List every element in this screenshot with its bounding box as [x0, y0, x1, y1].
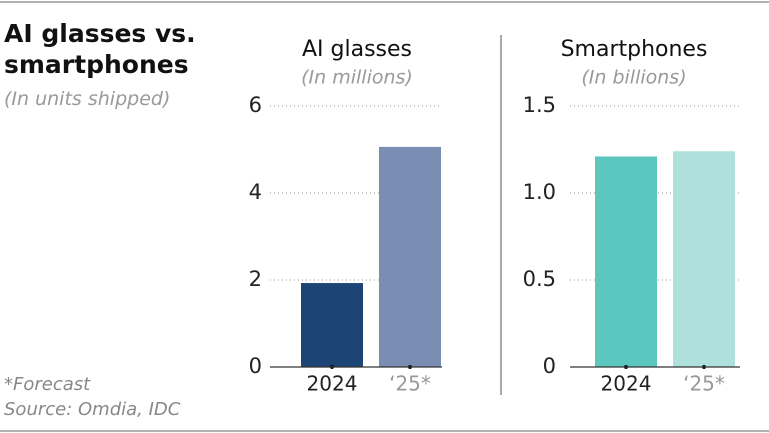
y-tick-label: 1.0	[523, 180, 556, 204]
page-subtitle: (In units shipped)	[4, 88, 171, 110]
y-tick-label: 0.5	[523, 267, 556, 291]
y-tick-label: 0	[543, 354, 556, 378]
bar	[673, 151, 735, 367]
bar	[595, 156, 657, 367]
y-tick-label: 6	[249, 93, 262, 117]
x-tick-label: 2024	[601, 372, 652, 396]
bar	[301, 283, 363, 367]
x-tick-label: 2024	[307, 372, 358, 396]
y-tick-label: 0	[249, 354, 262, 378]
page-title: AI glasses vs. smartphones	[4, 19, 196, 79]
y-tick-label: 1.5	[523, 93, 556, 117]
y-tick-label: 2	[249, 267, 262, 291]
note: *Forecast	[4, 374, 91, 395]
x-tick-label: ‘25*	[683, 372, 725, 396]
panel-subtitle: (In billions)	[581, 67, 686, 89]
panel-subtitle: (In millions)	[301, 67, 413, 89]
y-tick-label: 4	[249, 180, 262, 204]
bar	[379, 146, 441, 367]
panel-title: AI glasses	[302, 37, 412, 62]
panel-title: Smartphones	[561, 37, 708, 62]
source: Source: Omdia, IDC	[4, 399, 181, 420]
x-tick-label: ‘25*	[389, 372, 431, 396]
